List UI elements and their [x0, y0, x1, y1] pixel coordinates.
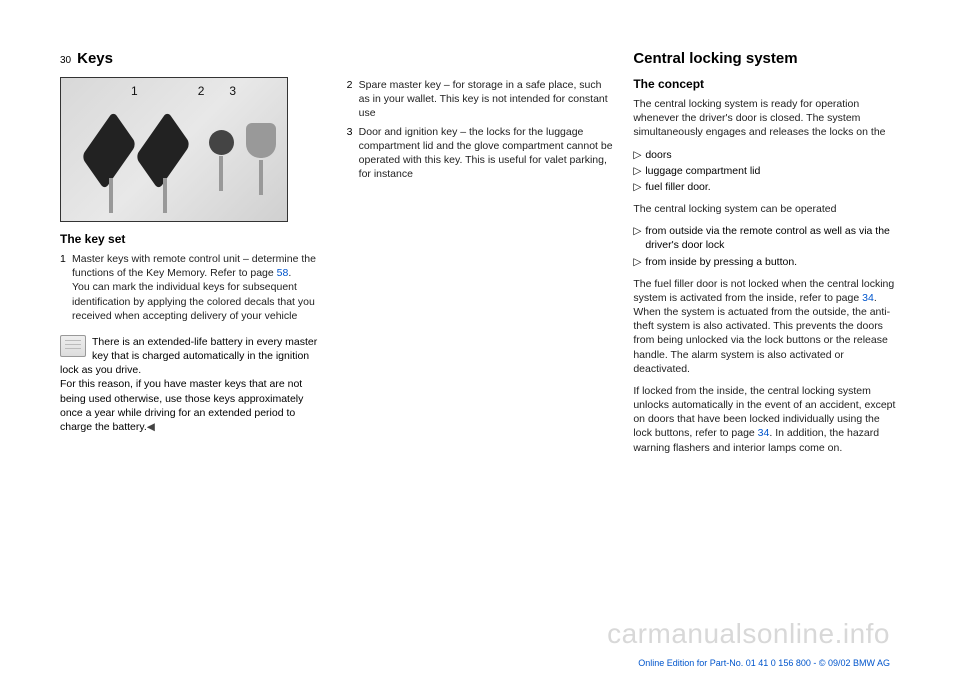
item-1-body: Master keys with remote control unit – d…: [72, 252, 327, 323]
bullet-outside-text: from outside via the remote control as w…: [645, 224, 900, 252]
bullet-doors-text: doors: [645, 148, 671, 162]
item-3-num: 3: [347, 125, 359, 182]
item-2-num: 2: [347, 78, 359, 121]
key-blade-2: [163, 178, 167, 213]
key-blade-1: [109, 178, 113, 213]
item-3-text: Door and ignition key – the locks for th…: [359, 125, 614, 182]
note-text: There is an extended-life battery in eve…: [60, 336, 317, 433]
key-blade-3: [219, 156, 223, 191]
bullet-fuel: ▷fuel filler door.: [633, 180, 900, 194]
note-block: There is an extended-life battery in eve…: [60, 335, 327, 434]
fig-label-1: 1: [131, 84, 138, 98]
concept-subhead: The concept: [633, 77, 900, 91]
keys-figure: 1 2 3: [60, 77, 288, 222]
key-shape-4: [246, 123, 276, 158]
footer-text: Online Edition for Part-No. 01 41 0 156 …: [638, 658, 890, 668]
page-number: 30: [60, 55, 71, 66]
page-link-34b[interactable]: 34: [758, 427, 770, 439]
note-end-marker: ◀: [147, 421, 155, 433]
item-3: 3 Door and ignition key – the locks for …: [347, 125, 614, 182]
p3-a: The fuel filler door is not locked when …: [633, 278, 894, 304]
bullet-outside: ▷from outside via the remote control as …: [633, 224, 900, 252]
fig-label-2: 2: [198, 84, 205, 98]
bullet-doors: ▷doors: [633, 148, 900, 162]
col3-title: Central locking system: [633, 50, 900, 67]
bullet-luggage: ▷luggage compartment lid: [633, 164, 900, 178]
watermark: carmanualsonline.info: [607, 618, 890, 650]
col1-header: 30 Keys: [60, 50, 327, 67]
concept-p3: The fuel filler door is not locked when …: [633, 277, 900, 376]
column-3: Central locking system The concept The c…: [633, 50, 900, 463]
concept-p4: If locked from the inside, the central l…: [633, 384, 900, 455]
concept-p2: The central locking system can be operat…: [633, 202, 900, 216]
page-link-58[interactable]: 58: [277, 267, 289, 279]
item-1-num: 1: [60, 252, 72, 323]
column-1: 30 Keys 1 2 3 The key set 1 Master keys w…: [60, 50, 327, 463]
bullet-inside-text: from inside by pressing a button.: [645, 255, 797, 269]
column-2: 2 Spare master key – for storage in a sa…: [347, 50, 614, 463]
key-blade-4: [259, 160, 263, 195]
fig-label-3: 3: [229, 84, 236, 98]
bullet-inside: ▷from inside by pressing a button.: [633, 255, 900, 269]
col1-title: Keys: [77, 50, 113, 67]
concept-p1: The central locking system is ready for …: [633, 97, 900, 140]
bullet-luggage-text: luggage compartment lid: [645, 164, 760, 178]
p3-b: . When the system is actuated from the o…: [633, 292, 890, 375]
item-1: 1 Master keys with remote control unit –…: [60, 252, 327, 323]
key-set-subhead: The key set: [60, 232, 327, 246]
page-link-34a[interactable]: 34: [862, 292, 874, 304]
item-2: 2 Spare master key – for storage in a sa…: [347, 78, 614, 121]
note-icon: [60, 335, 86, 357]
bullet-fuel-text: fuel filler door.: [645, 180, 710, 194]
item-2-text: Spare master key – for storage in a safe…: [359, 78, 614, 121]
key-shape-3: [209, 130, 234, 155]
